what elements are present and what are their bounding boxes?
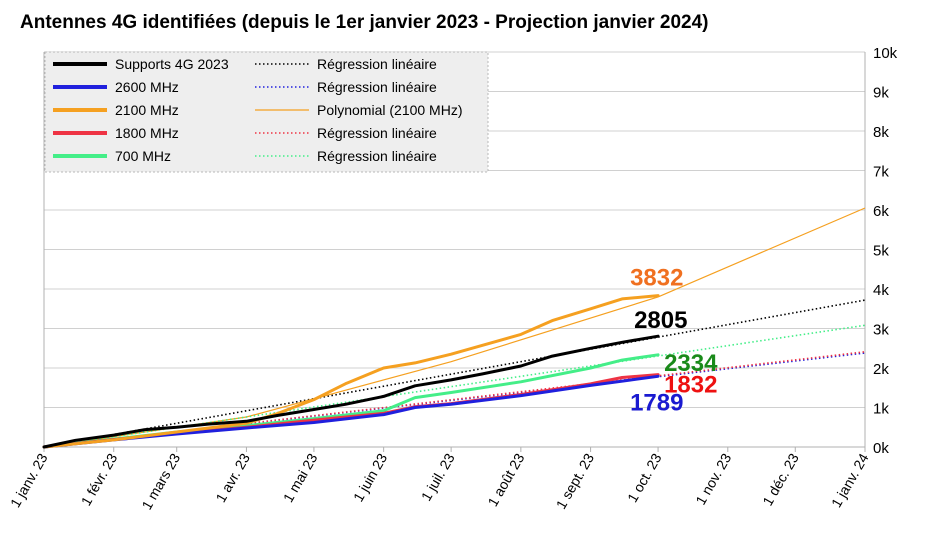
legend-label: Régression linéaire [317, 79, 437, 95]
data-label: 1832 [664, 372, 717, 399]
data-label: 1789 [630, 389, 683, 416]
trendline [43, 351, 866, 448]
legend-label: Régression linéaire [317, 56, 437, 72]
x-tick-label: 1 juil. 23 [418, 450, 458, 503]
data-label: 3832 [630, 265, 683, 292]
x-tick-label: 1 sept. 23 [553, 450, 598, 511]
trendline [43, 207, 866, 448]
series-line [42, 334, 660, 449]
y-tick-label: 2k [873, 361, 889, 378]
legend-box [44, 51, 489, 173]
series-line [42, 294, 660, 449]
x-tick-label: 1 févr. 23 [78, 450, 121, 508]
legend-label: 700 MHz [115, 148, 171, 164]
y-tick-label: 0k [873, 440, 889, 457]
legend-label: Régression linéaire [317, 148, 437, 164]
x-tick-label: 1 déc. 23 [759, 450, 802, 508]
legend-label: Polynomial (2100 MHz) [317, 102, 463, 118]
legend-label: 2100 MHz [115, 102, 179, 118]
x-tick-label: 1 janv. 23 [7, 450, 51, 510]
y-tick-label: 4k [873, 282, 889, 299]
x-tick-label: 1 nov. 23 [692, 450, 734, 507]
x-tick-label: 1 août 23 [484, 450, 527, 509]
x-tick-label: 1 janv. 24 [828, 450, 872, 510]
x-tick-label: 1 juin 23 [350, 450, 390, 504]
legend-label: Régression linéaire [317, 125, 437, 141]
y-tick-label: 9k [873, 85, 889, 102]
y-tick-label: 8k [873, 124, 889, 141]
y-tick-label: 1k [873, 401, 889, 418]
y-tick-label: 10k [873, 45, 898, 62]
x-tick-label: 1 oct. 23 [624, 450, 665, 505]
x-tick-label: 1 mai 23 [280, 450, 321, 505]
legend-label: 1800 MHz [115, 125, 179, 141]
y-tick-label: 7k [873, 164, 889, 181]
data-label: 2334 [664, 350, 718, 377]
x-tick-label: 1 mars 23 [138, 450, 183, 512]
y-tick-label: 3k [873, 322, 889, 339]
legend-label: 2600 MHz [115, 79, 179, 95]
y-tick-label: 5k [873, 243, 889, 260]
y-tick-label: 6k [873, 203, 889, 220]
chart-title: Antennes 4G identifiées (depuis le 1er j… [20, 12, 709, 33]
data-label: 2805 [634, 307, 687, 334]
trendline [43, 299, 866, 448]
legend-label: Supports 4G 2023 [115, 56, 229, 72]
x-tick-label: 1 avr. 23 [212, 450, 253, 505]
